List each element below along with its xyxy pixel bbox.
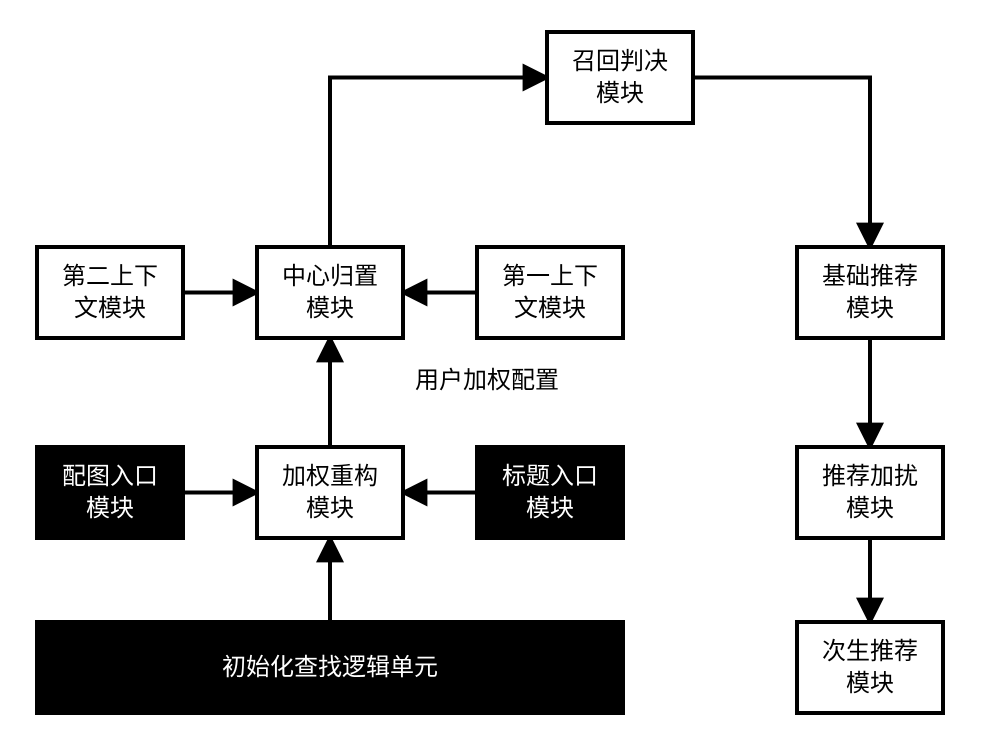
- node-recall: 召回判决 模块: [545, 30, 695, 125]
- node-secondary: 次生推荐 模块: [795, 620, 945, 715]
- node-imgEntry: 配图入口 模块: [35, 445, 185, 540]
- node-titleEntry: 标题入口 模块: [475, 445, 625, 540]
- node-ctx2: 第二上下 文模块: [35, 245, 185, 340]
- edge-label-user-weight: 用户加权配置: [415, 365, 559, 396]
- node-center: 中心归置 模块: [255, 245, 405, 340]
- node-ctx1: 第一上下 文模块: [475, 245, 625, 340]
- node-initUnit: 初始化查找逻辑单元: [35, 620, 625, 715]
- node-weighted: 加权重构 模块: [255, 445, 405, 540]
- edge-recall-to-base: [695, 78, 870, 246]
- edge-center-to-recall: [330, 78, 545, 246]
- node-base: 基础推荐 模块: [795, 245, 945, 340]
- flowchart-canvas: 召回判决 模块第二上下 文模块中心归置 模块第一上下 文模块 基础推荐 模块配图入…: [0, 0, 1000, 750]
- node-perturb: 推荐加扰 模块: [795, 445, 945, 540]
